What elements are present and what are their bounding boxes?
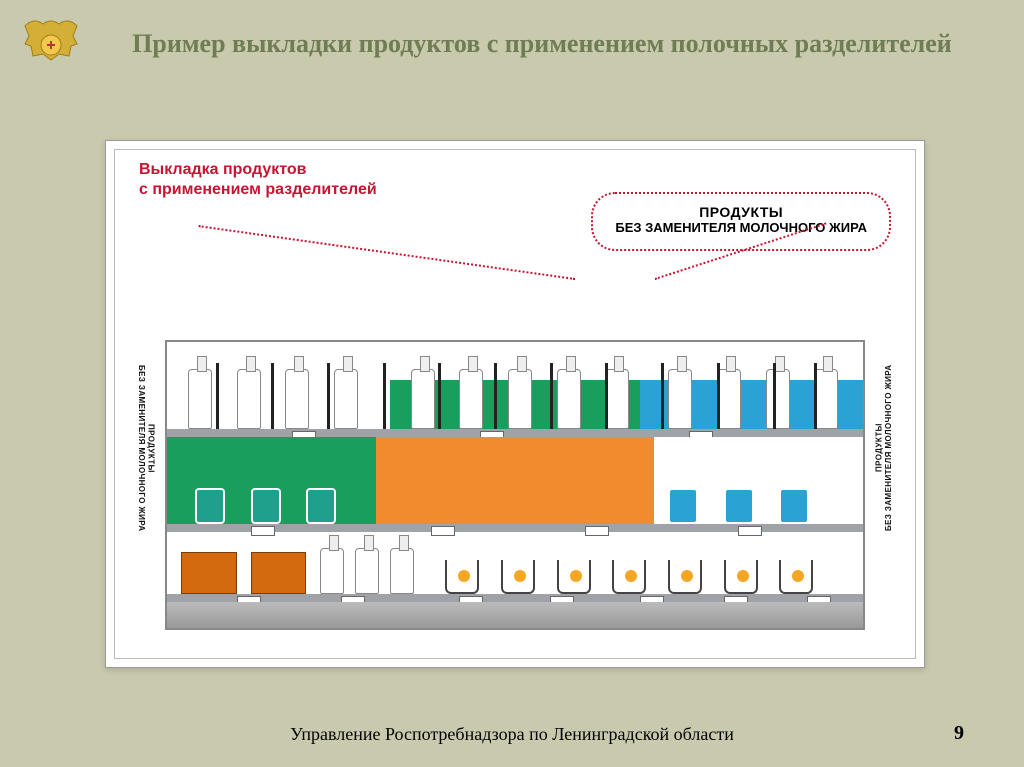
shelf-divider [494,363,497,430]
shelving-base [167,602,863,628]
product-cup [724,560,758,594]
shelf-middle [167,437,863,532]
shelf-bar [167,594,863,602]
product-box [181,552,237,594]
leader-line-left [199,225,576,280]
product-box [251,552,307,594]
product-bottle [320,548,344,594]
shelf-divider [814,363,817,430]
shelf-top [167,342,863,437]
side-label-left: ПРОДУКТЫБЕЗ ЗАМЕНИТЕЛЯ МОЛОЧНОГО ЖИРА [127,348,165,548]
cup-dot-icon [792,570,804,582]
figure-frame: Выкладка продуктов с применением раздели… [105,140,925,668]
shelf-divider [605,363,608,430]
shelf-divider [773,363,776,430]
side-label-right: ПРОДУКТЫБЕЗ ЗАМЕНИТЕЛЯ МОЛОЧНОГО ЖИРА [865,348,903,548]
product-bottle [390,548,414,594]
cup-dot-icon [514,570,526,582]
cup-dot-icon [681,570,693,582]
product-cup [445,560,479,594]
slide-title: Пример выкладки продуктов с применением … [120,28,964,61]
product-cup [501,560,535,594]
figure-heading-line1: Выкладка продуктов [139,160,377,180]
cup-dot-icon [625,570,637,582]
product-jar [195,488,225,524]
bubble-line2: БЕЗ ЗАМЕНИТЕЛЯ МОЛОЧНОГО ЖИРА [615,220,867,235]
figure-inner: Выкладка продуктов с применением раздели… [114,149,916,659]
shelf-divider [717,363,720,430]
figure-heading-line2: с применением разделителей [139,180,377,200]
product-jar [306,488,336,524]
footer-text: Управление Роспотребнадзора по Ленинград… [0,724,1024,745]
shelf-divider [327,363,330,430]
shelving-unit [165,340,865,630]
bubble-line1: ПРОДУКТЫ [615,204,867,220]
emblem-logo [16,12,86,82]
product-bottle [508,369,532,429]
product-bottle [717,369,741,429]
shelf-divider [216,363,219,430]
product-bottle [285,369,309,429]
shelf-bottom [167,532,863,602]
product-cup [612,560,646,594]
product-jar [779,488,809,524]
callout-bubble: ПРОДУКТЫ БЕЗ ЗАМЕНИТЕЛЯ МОЛОЧНОГО ЖИРА [591,192,891,251]
product-jar [251,488,281,524]
product-bottle [355,548,379,594]
product-bottle [188,369,212,429]
cup-dot-icon [737,570,749,582]
shelf-divider [271,363,274,430]
page-number: 9 [954,722,964,745]
product-bottle [334,369,358,429]
product-jar [724,488,754,524]
shelf-bar [167,429,863,437]
figure-heading: Выкладка продуктов с применением раздели… [139,160,377,200]
cup-dot-icon [570,570,582,582]
cup-dot-icon [458,570,470,582]
product-bottle [605,369,629,429]
product-cup [668,560,702,594]
shelf-divider [438,363,441,430]
product-cup [557,560,591,594]
product-cup [779,560,813,594]
product-bottle [668,369,692,429]
product-bottle [411,369,435,429]
shelf-divider [383,363,386,430]
product-bottle [814,369,838,429]
shelf-divider [550,363,553,430]
product-bottle [237,369,261,429]
shelf-section [376,437,654,524]
product-bottle [766,369,790,429]
shelf-divider [661,363,664,430]
product-bottle [557,369,581,429]
product-jar [668,488,698,524]
product-bottle [459,369,483,429]
